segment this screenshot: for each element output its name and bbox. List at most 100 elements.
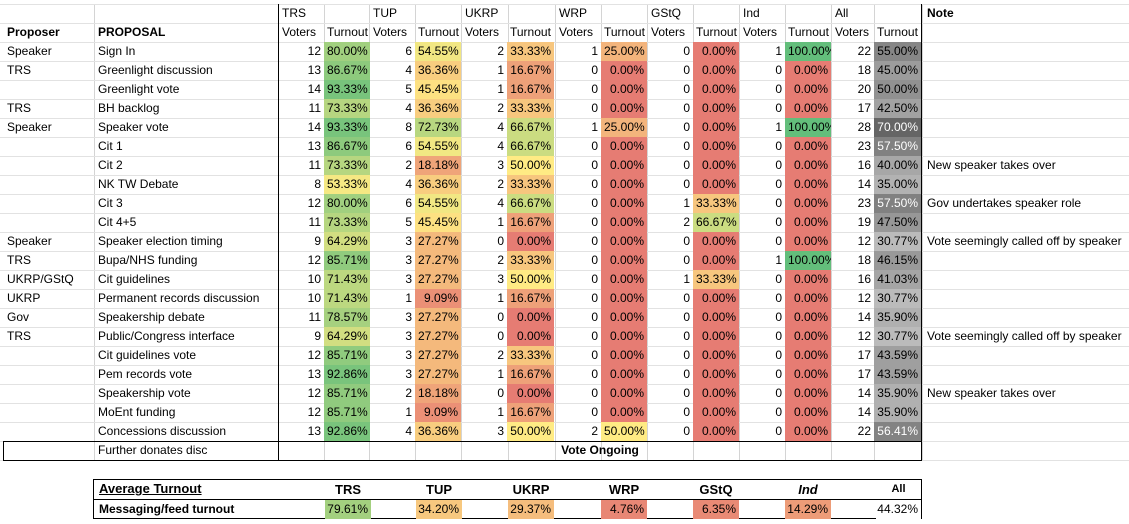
voters-cell-gstq[interactable]: 0 xyxy=(683,101,690,115)
proposal-cell[interactable]: Speakership debate xyxy=(98,310,205,324)
voters-cell-tup[interactable]: 3 xyxy=(405,234,412,248)
voters-cell-ukrp[interactable]: 1 xyxy=(497,367,504,381)
voters-cell-all[interactable]: 22 xyxy=(857,44,871,58)
proposer-cell[interactable] xyxy=(4,137,94,156)
voters-cell-all[interactable]: 17 xyxy=(857,348,871,362)
proposal-cell[interactable]: Further donates disc xyxy=(98,443,208,457)
proposal-cell[interactable]: Pem records vote xyxy=(98,367,193,381)
turnout-cell-all[interactable]: 45.00% xyxy=(874,61,921,80)
proposal-cell[interactable]: Cit 2 xyxy=(98,158,123,172)
turnout-cell-tup[interactable]: 36.36% xyxy=(415,99,461,118)
voters-cell-ind[interactable]: 0 xyxy=(775,139,782,153)
turnout-cell-all[interactable]: 41.03% xyxy=(874,270,921,289)
voters-cell-wrp[interactable]: 0 xyxy=(591,310,598,324)
turnout-cell-ukrp[interactable]: 16.67% xyxy=(507,403,554,422)
voters-cell-trs[interactable]: 11 xyxy=(308,158,321,172)
turnout-cell-trs[interactable]: 92.86% xyxy=(324,422,370,441)
turnout-cell-all[interactable]: 42.50% xyxy=(874,99,921,118)
turnout-cell-tup[interactable]: 18.18% xyxy=(415,156,461,175)
turnout-cell-all[interactable]: 30.77% xyxy=(874,232,921,251)
voters-cell-gstq[interactable]: 0 xyxy=(683,253,690,267)
turnout-cell-wrp[interactable]: 0.00% xyxy=(601,61,647,80)
turnout-cell-all[interactable]: 35.90% xyxy=(874,308,921,327)
voters-cell-wrp[interactable]: 0 xyxy=(591,405,598,419)
voters-cell-ind[interactable]: 0 xyxy=(775,310,782,324)
turnout-cell-wrp[interactable]: 25.00% xyxy=(601,42,647,61)
turnout-cell-all[interactable]: 47.50% xyxy=(874,213,921,232)
proposer-cell[interactable] xyxy=(4,384,94,403)
voters-cell-ukrp[interactable]: 4 xyxy=(497,139,504,153)
turnout-cell-wrp[interactable]: 0.00% xyxy=(601,346,647,365)
voters-cell-all[interactable]: 23 xyxy=(857,196,871,210)
voters-cell-all[interactable]: 20 xyxy=(857,82,871,96)
voters-cell-ind[interactable]: 0 xyxy=(775,348,782,362)
voters-cell-tup[interactable]: 3 xyxy=(405,329,412,343)
turnout-cell-trs[interactable]: 93.33% xyxy=(324,80,370,99)
voters-cell-tup[interactable]: 1 xyxy=(405,405,412,419)
turnout-cell-all[interactable]: 35.90% xyxy=(874,384,921,403)
proposal-cell[interactable]: Cit 4+5 xyxy=(98,215,137,229)
voters-cell-trs[interactable]: 13 xyxy=(307,367,321,381)
turnout-cell-ind[interactable]: 0.00% xyxy=(785,232,831,251)
turnout-cell-wrp[interactable]: 0.00% xyxy=(601,384,647,403)
turnout-cell-gstq[interactable]: 0.00% xyxy=(693,137,739,156)
voters-cell-trs[interactable]: 12 xyxy=(307,44,321,58)
voters-cell-all[interactable]: 14 xyxy=(857,405,871,419)
turnout-cell-gstq[interactable]: 0.00% xyxy=(693,384,739,403)
voters-cell-trs[interactable]: 10 xyxy=(307,272,321,286)
voters-cell-tup[interactable]: 6 xyxy=(405,139,412,153)
turnout-cell-ind[interactable]: 0.00% xyxy=(785,156,831,175)
voters-cell-gstq[interactable]: 0 xyxy=(683,139,690,153)
turnout-cell-trs[interactable]: 86.67% xyxy=(324,137,370,156)
voters-cell-ind[interactable]: 1 xyxy=(775,120,782,134)
turnout-cell-ind[interactable]: 0.00% xyxy=(785,99,831,118)
turnout-cell-wrp[interactable]: 0.00% xyxy=(601,251,647,270)
proposer-cell[interactable]: Speaker xyxy=(7,120,52,134)
voters-cell-wrp[interactable]: 0 xyxy=(591,367,598,381)
turnout-cell-gstq[interactable]: 0.00% xyxy=(693,80,739,99)
proposer-cell[interactable] xyxy=(4,194,94,213)
voters-cell-wrp[interactable]: 0 xyxy=(591,215,598,229)
turnout-cell-tup[interactable]: 9.09% xyxy=(415,289,461,308)
turnout-cell-wrp[interactable]: 0.00% xyxy=(601,175,647,194)
voters-cell-trs[interactable]: 13 xyxy=(307,139,321,153)
voters-cell-trs[interactable]: 12 xyxy=(307,196,321,210)
proposal-cell[interactable]: Concessions discussion xyxy=(98,424,227,438)
voters-cell-wrp[interactable]: 0 xyxy=(591,329,598,343)
voters-cell-wrp[interactable]: 0 xyxy=(591,272,598,286)
voters-cell-tup[interactable]: 1 xyxy=(405,291,412,305)
turnout-cell-ind[interactable]: 0.00% xyxy=(785,194,831,213)
turnout-cell-tup[interactable]: 27.27% xyxy=(415,270,461,289)
voters-cell-ind[interactable]: 0 xyxy=(775,177,782,191)
voters-cell-ind[interactable]: 0 xyxy=(775,158,782,172)
voters-cell-ind[interactable]: 0 xyxy=(775,386,782,400)
turnout-cell-wrp[interactable]: 0.00% xyxy=(601,137,647,156)
voters-cell-gstq[interactable]: 0 xyxy=(683,329,690,343)
voters-cell-all[interactable]: 22 xyxy=(857,424,871,438)
turnout-cell-all[interactable]: 46.15% xyxy=(874,251,921,270)
voters-cell-all[interactable]: 14 xyxy=(857,177,871,191)
turnout-cell-tup[interactable]: 45.45% xyxy=(415,213,461,232)
voters-cell-wrp[interactable]: 0 xyxy=(591,348,598,362)
voters-cell-ukrp[interactable]: 0 xyxy=(497,234,504,248)
turnout-cell-ind[interactable]: 0.00% xyxy=(785,61,831,80)
voters-cell-ind[interactable]: 0 xyxy=(775,234,782,248)
voters-cell-trs[interactable]: 12 xyxy=(307,386,321,400)
turnout-cell-wrp[interactable]: 0.00% xyxy=(601,156,647,175)
turnout-cell-ind[interactable]: 0.00% xyxy=(785,270,831,289)
turnout-cell-wrp[interactable]: 0.00% xyxy=(601,270,647,289)
turnout-cell-gstq[interactable]: 33.33% xyxy=(693,194,739,213)
proposal-cell[interactable]: Cit 1 xyxy=(98,139,123,153)
turnout-cell-trs[interactable]: 71.43% xyxy=(324,270,370,289)
voters-cell-tup[interactable]: 2 xyxy=(405,386,412,400)
note-cell[interactable]: New speaker takes over xyxy=(927,386,1056,400)
turnout-cell-trs[interactable]: 64.29% xyxy=(324,327,370,346)
voters-cell-wrp[interactable]: 0 xyxy=(591,291,598,305)
voters-cell-wrp[interactable]: 0 xyxy=(591,158,598,172)
proposal-cell[interactable]: Permanent records discussion xyxy=(98,291,260,305)
turnout-cell-gstq[interactable]: 0.00% xyxy=(693,346,739,365)
turnout-cell-wrp[interactable]: 0.00% xyxy=(601,194,647,213)
voters-cell-tup[interactable]: 4 xyxy=(405,424,412,438)
turnout-cell-ukrp[interactable]: 0.00% xyxy=(507,308,554,327)
turnout-cell-gstq[interactable]: 66.67% xyxy=(693,213,739,232)
